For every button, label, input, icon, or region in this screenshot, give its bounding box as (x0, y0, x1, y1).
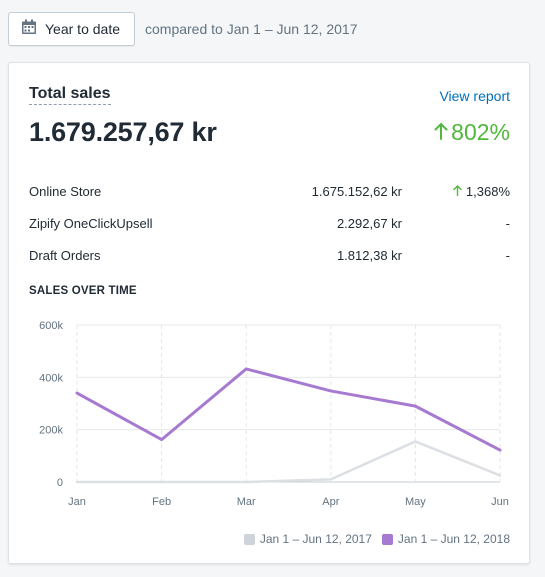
channel-name: Draft Orders (29, 247, 101, 263)
arrow-up-icon (434, 119, 448, 146)
arrow-up-icon (453, 184, 462, 199)
x-tick-label: Mar (237, 496, 256, 508)
channel-change-value: 1,368% (465, 183, 510, 199)
channel-name: Zipify OneClickUpsell (29, 215, 153, 231)
legend-item-2017[interactable]: Jan 1 – Jun 12, 2017 (243, 532, 372, 546)
date-range-label: Year to date (45, 21, 120, 37)
legend-item-2018[interactable]: Jan 1 – Jun 12, 2018 (381, 532, 510, 546)
comparison-text: compared to Jan 1 – Jun 12, 2017 (145, 21, 358, 37)
channel-amount: 1.675.152,62 kr (311, 183, 402, 199)
x-tick-label: Jun (491, 496, 509, 508)
x-tick-label: Apr (322, 496, 339, 508)
channel-change-value: - (505, 215, 510, 231)
y-tick-label: 0 (57, 477, 63, 489)
series-line-2018 (75, 367, 502, 452)
channel-change-value: - (505, 247, 510, 263)
channel-amount: 1.812,38 kr (336, 247, 402, 263)
sales-breakdown: Online Store 1.675.152,62 kr 1,368% Zipi… (29, 175, 510, 271)
series-line-2017 (75, 440, 502, 484)
y-tick-label: 400k (39, 372, 63, 384)
date-range-button[interactable]: Year to date (8, 12, 135, 46)
legend-swatch-2018 (381, 533, 393, 545)
card-title[interactable]: Total sales (29, 85, 111, 105)
calendar-icon (21, 19, 37, 40)
toolbar: Year to date compared to Jan 1 – Jun 12,… (8, 11, 537, 47)
total-sales-card: Total sales View report 1.679.257,67 kr … (8, 62, 530, 564)
breakdown-row: Online Store 1.675.152,62 kr 1,368% (29, 175, 510, 207)
channel-name: Online Store (29, 183, 102, 199)
breakdown-row: Zipify OneClickUpsell 2.292,67 kr - (29, 207, 510, 239)
chart-legend: Jan 1 – Jun 12, 2017 Jan 1 – Jun 12, 201… (243, 532, 510, 546)
sales-over-time-chart: 0 200k 400k 600k Jan Feb Mar Apr May Jun (39, 320, 509, 508)
total-sales-value: 1.679.257,67 kr (29, 117, 217, 147)
growth-indicator: 802% (434, 119, 510, 146)
x-tick-label: May (405, 496, 426, 508)
chart-section-title: SALES OVER TIME (29, 285, 137, 297)
view-report-link[interactable]: View report (439, 88, 510, 104)
legend-swatch-2017 (243, 533, 255, 545)
growth-value: 802% (451, 119, 510, 145)
y-tick-label: 600k (39, 320, 63, 332)
y-tick-label: 200k (39, 425, 63, 437)
x-tick-label: Jan (68, 496, 86, 508)
legend-label-2018: Jan 1 – Jun 12, 2018 (397, 532, 510, 546)
channel-amount: 2.292,67 kr (336, 215, 402, 231)
x-tick-label: Feb (152, 496, 171, 508)
legend-label-2017: Jan 1 – Jun 12, 2017 (259, 532, 372, 546)
breakdown-row: Draft Orders 1.812,38 kr - (29, 239, 510, 271)
channel-change: 1,368% (402, 184, 510, 199)
